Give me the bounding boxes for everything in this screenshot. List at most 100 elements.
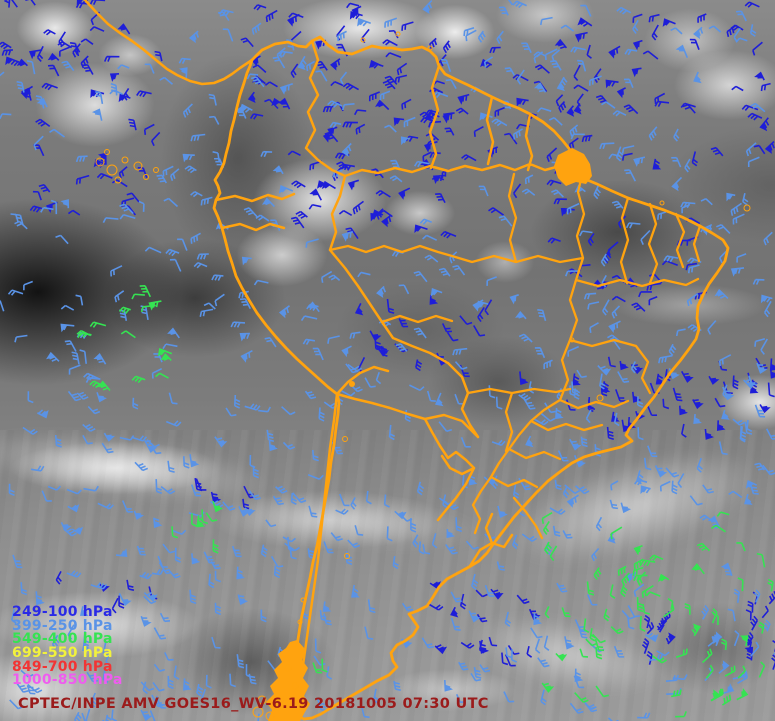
wind-barb bbox=[324, 131, 339, 143]
wind-barb bbox=[23, 280, 33, 291]
wind-barb bbox=[205, 674, 212, 689]
wind-barb bbox=[438, 267, 451, 277]
wind-barb bbox=[346, 2, 360, 9]
wind-barb bbox=[278, 305, 290, 319]
wind-barb bbox=[239, 103, 253, 113]
wind-barb bbox=[236, 566, 245, 580]
wind-barb bbox=[574, 31, 588, 43]
wind-barb bbox=[518, 392, 531, 401]
wind-barb bbox=[413, 327, 427, 339]
wind-barb bbox=[633, 558, 644, 570]
wind-barb bbox=[341, 142, 352, 157]
wind-barb bbox=[183, 678, 192, 691]
wind-barb bbox=[171, 526, 179, 539]
wind-barb bbox=[355, 123, 366, 135]
wind-barb bbox=[504, 654, 516, 667]
wind-barb bbox=[21, 0, 36, 6]
wind-barb bbox=[89, 321, 107, 328]
wind-barb bbox=[504, 611, 512, 627]
wind-barb bbox=[323, 613, 332, 626]
wind-barb bbox=[484, 585, 495, 597]
wind-barb bbox=[744, 1, 760, 8]
wind-barb bbox=[36, 45, 44, 62]
wind-barb bbox=[89, 26, 105, 32]
wind-field-399-250 bbox=[9, 591, 167, 721]
wind-barb bbox=[636, 396, 644, 408]
wind-barb bbox=[28, 49, 43, 60]
wind-barb bbox=[240, 37, 254, 48]
wind-barb bbox=[610, 480, 619, 491]
wind-barb bbox=[330, 58, 341, 71]
wind-barb bbox=[4, 0, 11, 8]
wind-barb bbox=[275, 485, 288, 494]
wind-barb bbox=[572, 373, 581, 386]
wind-barb bbox=[174, 547, 181, 563]
wind-barb bbox=[183, 456, 190, 469]
wind-barb bbox=[682, 104, 696, 114]
wind-barb bbox=[491, 439, 506, 447]
wind-barb bbox=[752, 41, 763, 56]
wind-barb bbox=[194, 477, 203, 492]
wind-barb bbox=[429, 37, 438, 50]
wind-barb bbox=[454, 361, 468, 370]
wind-barb bbox=[707, 515, 721, 529]
wind-barb bbox=[619, 360, 629, 371]
wind-barb bbox=[632, 39, 643, 51]
wind-barb bbox=[692, 399, 704, 410]
wind-barb bbox=[400, 136, 410, 146]
wind-barb bbox=[691, 563, 705, 575]
wind-barb bbox=[173, 665, 180, 680]
wind-barb bbox=[663, 255, 679, 263]
wind-barb bbox=[424, 109, 435, 122]
wind-field-249-100 bbox=[428, 581, 541, 667]
wind-barb bbox=[134, 461, 149, 472]
wind-barb bbox=[526, 646, 533, 658]
wind-barb bbox=[681, 423, 687, 438]
wind-barb bbox=[721, 694, 732, 706]
wind-barb bbox=[509, 294, 519, 305]
wind-barb bbox=[665, 632, 676, 645]
wind-barb bbox=[542, 520, 550, 535]
wind-barb bbox=[442, 112, 455, 124]
wind-barb bbox=[30, 465, 45, 472]
wind-barb bbox=[284, 542, 300, 552]
wind-barb bbox=[357, 271, 371, 278]
wind-barb bbox=[585, 409, 592, 424]
wind-barb bbox=[188, 30, 200, 44]
wind-barb bbox=[349, 11, 363, 20]
wind-barb bbox=[763, 300, 772, 318]
wind-barb bbox=[460, 641, 475, 649]
wind-barb bbox=[633, 583, 645, 597]
wind-barb bbox=[548, 116, 563, 126]
wind-barb bbox=[546, 179, 562, 186]
credit-line: CPTEC/INPE AMV GOES16_WV-6.19 20181005 0… bbox=[18, 696, 489, 712]
wind-barb bbox=[14, 220, 28, 230]
wind-barb bbox=[763, 231, 773, 246]
wind-barb bbox=[573, 84, 589, 92]
wind-barb bbox=[75, 174, 90, 185]
wind-barb bbox=[613, 412, 620, 427]
wind-barb bbox=[708, 375, 720, 385]
wind-barb bbox=[203, 302, 216, 310]
wind-barb bbox=[444, 127, 455, 136]
wind-barb bbox=[463, 27, 475, 37]
wind-barb bbox=[16, 682, 29, 693]
wind-barb bbox=[570, 46, 586, 53]
wind-barb bbox=[595, 94, 609, 104]
wind-barb bbox=[20, 669, 34, 678]
wind-barb bbox=[139, 284, 152, 298]
wind-barb bbox=[450, 606, 459, 618]
wind-barb bbox=[67, 390, 81, 402]
wind-barb bbox=[625, 222, 641, 229]
wind-barb bbox=[617, 565, 627, 576]
wind-barb bbox=[562, 530, 573, 539]
wind-barb bbox=[691, 623, 701, 637]
wind-barb bbox=[730, 24, 744, 31]
wind-barb bbox=[431, 175, 445, 181]
wind-barb bbox=[152, 682, 165, 692]
wind-barb bbox=[518, 333, 533, 343]
wind-barb bbox=[244, 507, 256, 517]
wind-barb bbox=[242, 498, 250, 510]
wind-barb bbox=[249, 454, 256, 469]
wind-barb bbox=[304, 390, 317, 400]
